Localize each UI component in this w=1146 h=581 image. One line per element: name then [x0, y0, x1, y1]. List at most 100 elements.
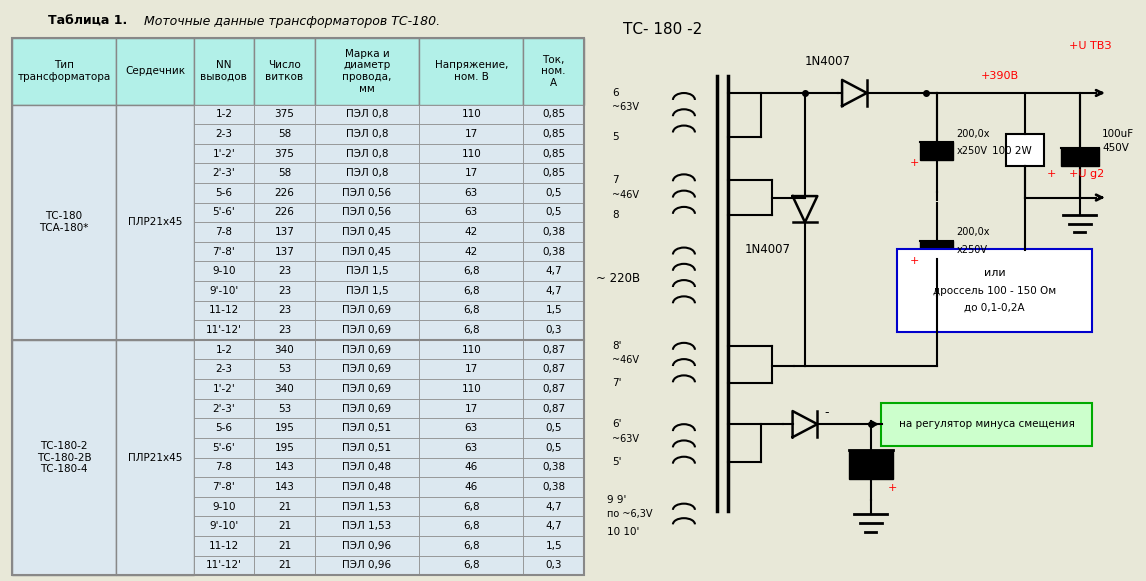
Text: ПЭЛ 0,56: ПЭЛ 0,56 — [343, 188, 392, 198]
Text: 7-8: 7-8 — [215, 227, 233, 237]
Bar — [315, 203, 419, 222]
Text: 17: 17 — [464, 404, 478, 414]
Bar — [194, 124, 254, 144]
Text: ПЭЛ 0,69: ПЭЛ 0,69 — [343, 404, 392, 414]
Text: 53: 53 — [277, 404, 291, 414]
Bar — [315, 399, 419, 418]
Bar — [524, 261, 584, 281]
Bar — [524, 124, 584, 144]
Text: 1N4007: 1N4007 — [804, 55, 851, 67]
Bar — [254, 242, 315, 261]
Text: 1N4007: 1N4007 — [745, 243, 791, 256]
Bar — [1061, 148, 1099, 166]
Text: Сердечник: Сердечник — [125, 66, 185, 76]
Bar — [315, 261, 419, 281]
Text: 110: 110 — [462, 149, 481, 159]
Text: 1-2: 1-2 — [215, 109, 233, 119]
Text: 100uF: 100uF — [1102, 128, 1135, 139]
Bar — [524, 242, 584, 261]
Text: 226: 226 — [275, 188, 295, 198]
Text: 0,3: 0,3 — [545, 561, 562, 571]
Text: 5-6: 5-6 — [215, 188, 233, 198]
Text: 195: 195 — [275, 443, 295, 453]
Text: +: + — [1047, 169, 1057, 180]
Text: 375: 375 — [275, 149, 295, 159]
FancyBboxPatch shape — [897, 249, 1092, 332]
Bar — [254, 458, 315, 477]
Text: ТС-180-2
ТС-180-2В
ТС-180-4: ТС-180-2 ТС-180-2В ТС-180-4 — [37, 441, 92, 474]
Text: 46: 46 — [464, 482, 478, 492]
Bar — [315, 242, 419, 261]
Text: 7: 7 — [612, 175, 619, 185]
Text: 4,7: 4,7 — [545, 286, 562, 296]
Text: ПЭЛ 0,45: ПЭЛ 0,45 — [343, 227, 392, 237]
Bar — [1006, 134, 1044, 166]
Text: ПЭЛ 0,51: ПЭЛ 0,51 — [343, 423, 392, 433]
Bar — [315, 163, 419, 183]
Bar — [315, 222, 419, 242]
Text: 5'-6': 5'-6' — [212, 443, 235, 453]
Bar — [419, 105, 524, 124]
Bar — [315, 301, 419, 320]
Text: 340: 340 — [275, 384, 295, 394]
Bar — [524, 281, 584, 300]
Bar — [194, 360, 254, 379]
Text: 1,5: 1,5 — [545, 306, 562, 315]
Text: ПЭЛ 0,48: ПЭЛ 0,48 — [343, 462, 392, 472]
Text: 6,8: 6,8 — [463, 521, 479, 531]
Text: 8: 8 — [612, 210, 619, 220]
Bar — [419, 418, 524, 438]
Text: 0,5: 0,5 — [545, 423, 562, 433]
Text: 42: 42 — [464, 227, 478, 237]
Bar — [315, 497, 419, 517]
Bar — [194, 399, 254, 418]
Text: 9-10: 9-10 — [212, 501, 236, 511]
Text: ПЭЛ 0,56: ПЭЛ 0,56 — [343, 207, 392, 217]
Text: ПЭЛ 0,51: ПЭЛ 0,51 — [343, 443, 392, 453]
Text: 6,8: 6,8 — [463, 561, 479, 571]
Text: ПЭЛ 0,69: ПЭЛ 0,69 — [343, 345, 392, 354]
Bar — [194, 222, 254, 242]
Bar — [524, 477, 584, 497]
Bar — [254, 536, 315, 555]
Text: 17: 17 — [464, 168, 478, 178]
Bar — [315, 281, 419, 300]
Bar — [254, 105, 315, 124]
Bar — [419, 38, 524, 105]
Text: 9 9': 9 9' — [607, 494, 627, 505]
Text: 11-12: 11-12 — [209, 306, 240, 315]
Text: 17: 17 — [464, 364, 478, 374]
Bar — [419, 222, 524, 242]
Text: 63: 63 — [464, 207, 478, 217]
Bar — [524, 320, 584, 340]
Bar — [315, 418, 419, 438]
Bar — [524, 183, 584, 203]
Bar — [524, 301, 584, 320]
Bar — [194, 163, 254, 183]
Bar — [419, 399, 524, 418]
Text: ~63V: ~63V — [612, 102, 639, 113]
Bar — [194, 458, 254, 477]
Bar — [524, 458, 584, 477]
Bar — [116, 105, 194, 340]
Text: 5': 5' — [612, 457, 622, 467]
Text: 58: 58 — [277, 168, 291, 178]
Bar — [524, 438, 584, 458]
Text: 9'-10': 9'-10' — [210, 521, 238, 531]
Text: 0,38: 0,38 — [542, 482, 565, 492]
Text: до 0,1-0,2А: до 0,1-0,2А — [965, 303, 1025, 313]
Text: 63: 63 — [464, 443, 478, 453]
Text: 10 10': 10 10' — [607, 526, 639, 537]
Text: 58: 58 — [277, 129, 291, 139]
Text: ПЭЛ 0,69: ПЭЛ 0,69 — [343, 325, 392, 335]
Text: +: + — [910, 157, 919, 168]
Bar — [315, 379, 419, 399]
Text: 1'-2': 1'-2' — [212, 384, 235, 394]
Text: ПЭЛ 0,8: ПЭЛ 0,8 — [346, 168, 388, 178]
Text: 9'-10': 9'-10' — [210, 286, 238, 296]
Text: 0,3: 0,3 — [545, 325, 562, 335]
Bar — [315, 517, 419, 536]
Text: +U ТВЗ: +U ТВЗ — [1069, 41, 1112, 52]
Text: 23: 23 — [277, 266, 291, 276]
Bar — [194, 497, 254, 517]
